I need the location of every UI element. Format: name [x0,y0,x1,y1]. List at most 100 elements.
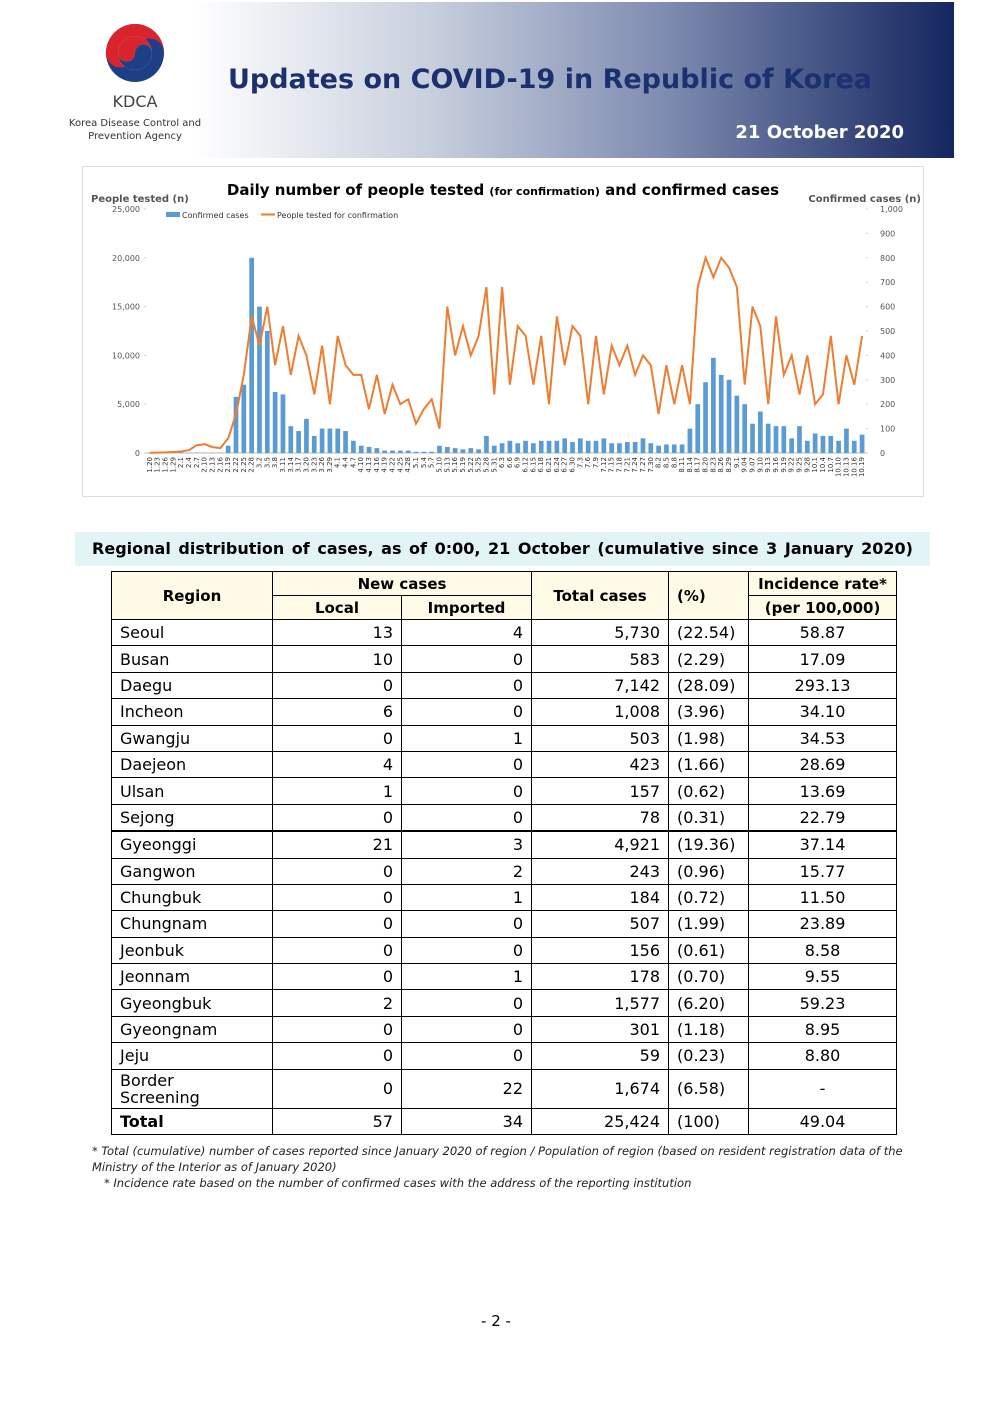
value-cell: (0.96) [668,857,750,885]
x-tick-label: 4.4 [342,456,350,468]
value-cell: (0.70) [668,963,750,991]
x-tick-label: 9.25 [795,457,803,473]
bar [773,426,779,453]
x-tick-label: 6.21 [545,457,553,473]
bar [468,448,474,453]
value-cell: 503 [531,724,670,752]
bar [484,435,489,453]
table-row: Daejeon 4 0 423 (1.66) 28.69 [111,750,898,779]
bar [499,443,505,453]
y-tick-label: 15,000 [112,303,140,312]
x-tick-label: 5.10 [435,457,443,473]
value-cell: 37.14 [748,830,898,859]
header-cell: Region [111,571,273,620]
value-cell: 5,730 [531,618,670,647]
bar [695,404,701,453]
x-tick-label: 6.6 [506,456,514,468]
value-cell: 7,142 [531,671,670,700]
value-cell: 1,577 [531,989,670,1017]
y-tick-label: 10,000 [112,351,140,360]
header-cell: (per 100,000) [748,595,898,620]
x-tick-label: 2.25 [240,457,248,473]
value-cell: (1.66) [668,750,750,779]
value-cell: (6.20) [668,989,750,1017]
x-tick-label: 10.13 [842,457,850,477]
bar [405,450,411,453]
x-tick-label: 9.13 [764,457,772,473]
value-cell: 184 [531,883,670,912]
bar [656,445,661,453]
bar [750,423,755,453]
value-cell: 34.10 [748,698,898,726]
table-row: Incheon 6 0 1,008 (3.96) 34.10 [111,698,898,726]
x-tick-label: 8.5 [662,457,670,468]
y2-tick-label: 400 [880,351,895,360]
value-cell: (19.36) [668,830,750,859]
table-body: Seoul 13 4 5,730 (22.54) 58.87 Busan 10 0 583 (2.2… [111,618,898,1136]
bar [390,450,395,453]
region-cell: Border Screening [111,1068,273,1109]
value-cell: 0 [400,777,533,805]
value-cell: 4 [400,618,533,647]
value-cell: (0.61) [668,936,750,965]
bar [421,451,427,453]
bar [711,357,716,453]
x-tick-label: 1.26 [162,456,170,472]
x-tick-label: 5.7 [428,457,436,468]
x-tick-label: 7.21 [623,457,631,473]
bar [554,440,560,453]
header-cell: Total cases [531,571,670,620]
value-cell: 0 [400,936,533,965]
bar [280,394,286,453]
bar [311,435,317,453]
x-tick-label: 9.04 [741,456,749,472]
value-cell: 0 [400,698,533,726]
bar [437,445,442,453]
x-tick-label: 2.4 [185,456,193,468]
region-cell: Jeonnam [111,963,273,991]
x-tick-label: 2.16 [216,456,224,472]
x-tick-label: 3.11 [279,457,287,473]
x-tick-label: 6.12 [522,457,530,473]
value-cell: (1.98) [668,724,750,752]
chart-title: Daily number of people tested (for confi… [227,181,779,199]
value-cell: 11.50 [748,883,898,912]
bar [726,379,732,453]
bar [515,443,521,453]
value-cell: 423 [531,750,670,779]
title-note: (for confirmation) [489,185,599,198]
value-cell: 1 [400,883,533,912]
value-cell: (1.99) [668,910,750,938]
value-cell: 0 [272,1068,402,1109]
bar [304,418,309,453]
value-cell: 59.23 [748,989,898,1017]
value-cell: 49.04 [748,1107,898,1136]
bar [828,435,834,453]
value-cell: 0 [272,1015,402,1044]
x-tick-label: 7.9 [592,457,600,468]
x-tick-label: 6.30 [569,457,577,473]
value-cell: (0.72) [668,883,750,912]
x-tick-label: 6.24 [553,456,561,472]
bar [758,411,763,453]
x-tick-label: 6.18 [537,457,545,473]
value-cell: - [748,1068,898,1109]
x-tick-label: 9.16 [772,456,780,472]
value-cell: 0 [272,724,402,752]
table-row: Total 57 34 25,424 (100) 49.04 [111,1107,898,1136]
x-tick-label: 7.30 [647,457,655,473]
bar [351,440,356,453]
bar [664,444,669,453]
value-cell: 0 [400,803,533,832]
table-row: Sejong 0 0 78 (0.31) 22.79 [111,803,898,832]
x-tick-label: 2.28 [248,457,256,473]
y2-tick-label: 900 [880,229,895,238]
bar [601,438,607,453]
value-cell: 293.13 [748,671,898,700]
region-cell: Daejeon [111,750,273,779]
value-cell: 301 [531,1015,670,1044]
x-tick-label: 3.17 [295,457,303,473]
x-tick-label: 8.29 [725,457,733,473]
value-cell: 0 [400,750,533,779]
value-cell: 583 [531,645,670,673]
